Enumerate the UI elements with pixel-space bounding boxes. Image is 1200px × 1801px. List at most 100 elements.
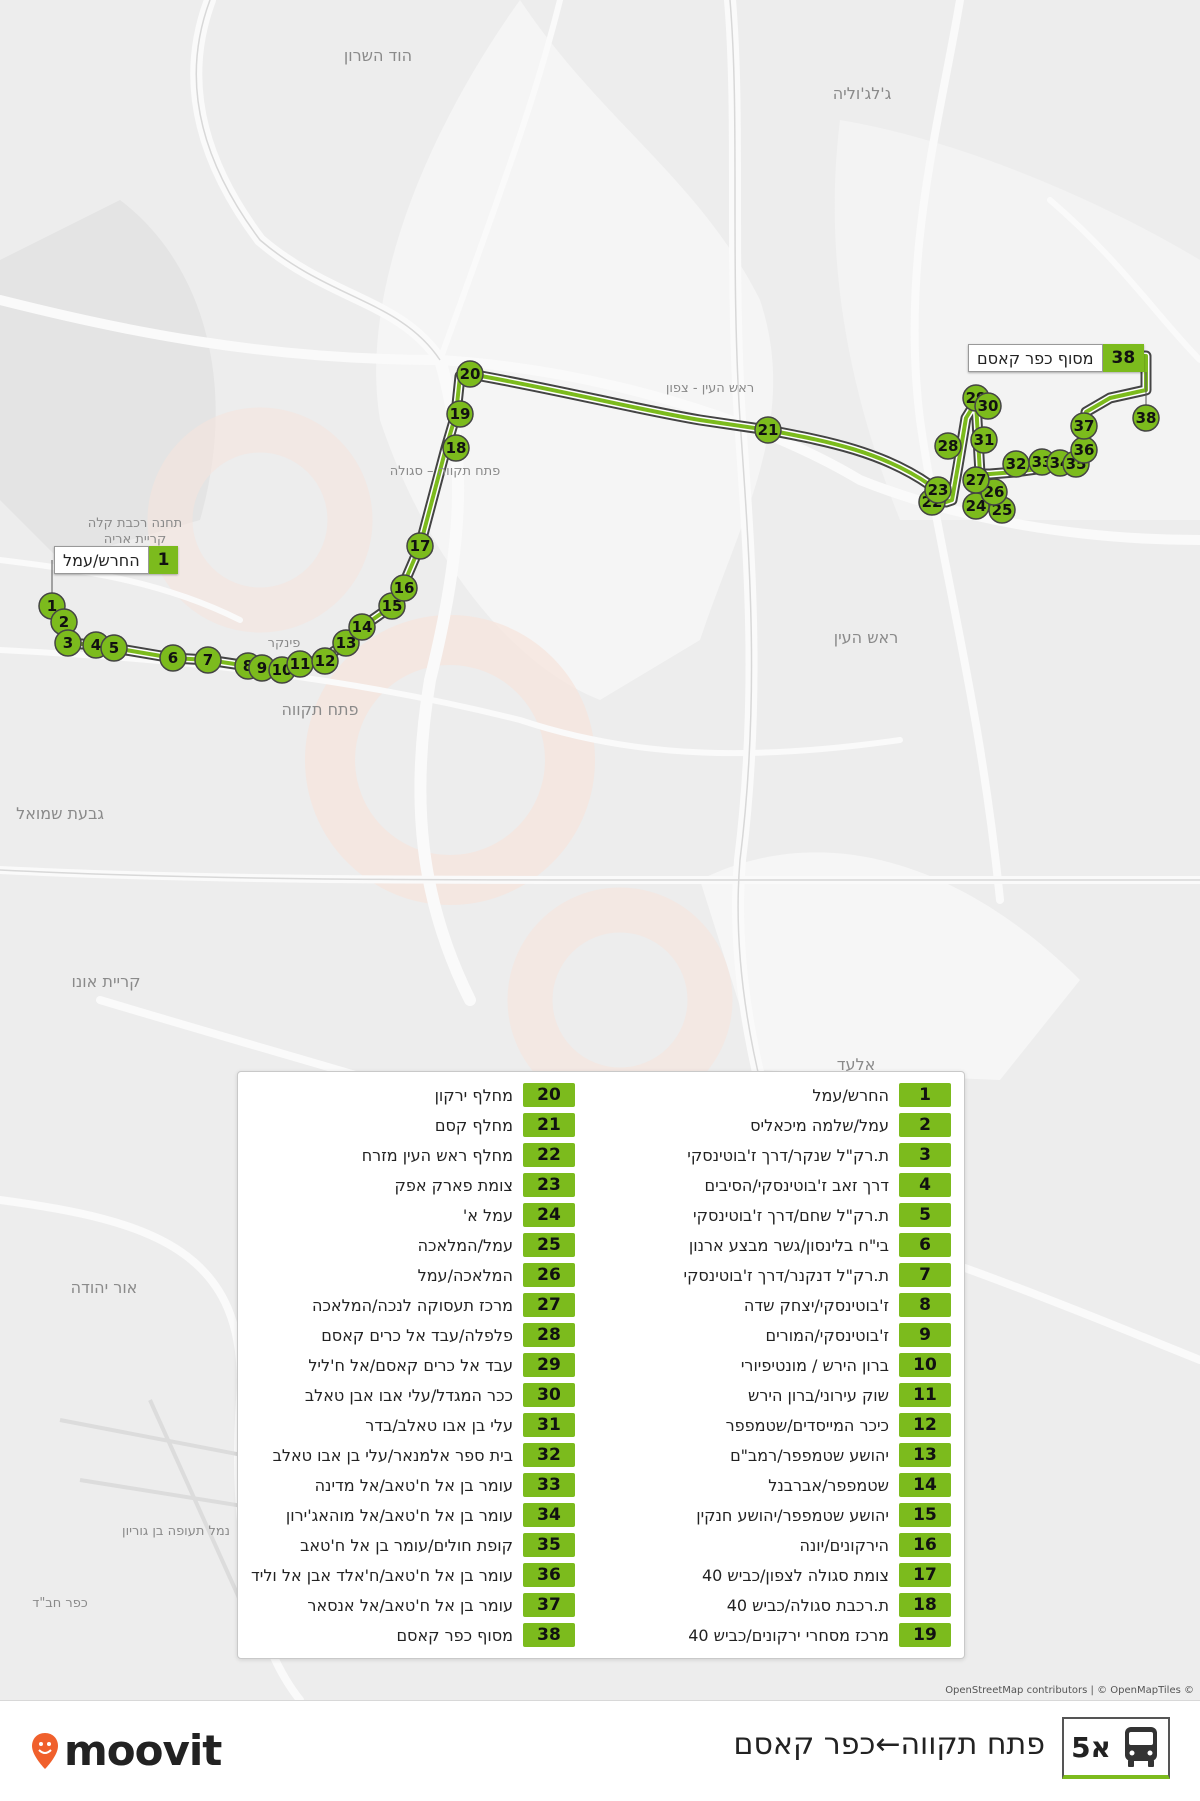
legend-stop-row[interactable]: 30 ככר המגדל/עלי אבו אבן טאלב bbox=[251, 1380, 575, 1410]
legend-stop-row[interactable]: 17 צומת סגולה לצפון/כביש 40 bbox=[683, 1560, 951, 1590]
legend-stop-row[interactable]: 8 ז'בוטינסקי/יצחק שדה bbox=[683, 1290, 951, 1320]
stop-name: עמל/המלאכה bbox=[417, 1235, 513, 1255]
legend-stop-row[interactable]: 9 ז'בוטינסקי/המורים bbox=[683, 1320, 951, 1350]
legend-stop-row[interactable]: 27 מרכז תעסוקה לנכה/המלאכה bbox=[251, 1290, 575, 1320]
place-label: אלעד bbox=[836, 1055, 876, 1074]
stop-marker[interactable] bbox=[311, 647, 339, 675]
stop-marker[interactable] bbox=[1070, 412, 1098, 440]
stop-marker[interactable] bbox=[159, 644, 187, 672]
stop-marker[interactable] bbox=[962, 466, 990, 494]
stop-number-badge: 8 bbox=[899, 1293, 951, 1317]
map-attribution[interactable]: OpenStreetMap contributors | © OpenMapTi… bbox=[945, 1685, 1194, 1696]
stop-number-badge: 35 bbox=[522, 1533, 575, 1557]
stop-marker-number: 16 bbox=[394, 579, 415, 597]
legend-stop-row[interactable]: 10 ברון הירש / מונטיפיורי bbox=[683, 1350, 951, 1380]
legend-stop-row[interactable]: 22 מחלף ראש העין מזרח bbox=[251, 1140, 575, 1170]
legend-stop-row[interactable]: 23 צומת פארק אפק bbox=[251, 1170, 575, 1200]
stop-number-badge: 25 bbox=[522, 1233, 575, 1257]
stop-name: עומר בן אל ח'טאב/ח'אלד אבן אל וליד bbox=[251, 1565, 513, 1585]
stop-marker-number: 23 bbox=[928, 481, 949, 499]
stop-marker[interactable] bbox=[1132, 404, 1160, 432]
stop-marker[interactable] bbox=[974, 392, 1002, 420]
stop-number-badge: 37 bbox=[522, 1593, 575, 1617]
legend-stop-row[interactable]: 15 יהושע שטמפפר/יהושע חנקין bbox=[683, 1500, 951, 1530]
legend-stop-row[interactable]: 5 ת.רק"ל שחם/דרך ז'בוטינסקי bbox=[683, 1200, 951, 1230]
stop-marker-number: 6 bbox=[168, 649, 178, 667]
stop-marker[interactable] bbox=[406, 532, 434, 560]
legend-stop-row[interactable]: 26 המלאכה/עמל bbox=[251, 1260, 575, 1290]
legend-stop-row[interactable]: 14 שטמפפר/אברבנל bbox=[683, 1470, 951, 1500]
stop-marker-number: 38 bbox=[1136, 409, 1157, 427]
legend-stop-row[interactable]: 18 ת.רכבת סגולה/כביש 40 bbox=[683, 1590, 951, 1620]
stop-name: עומר בן אל ח'טאב/אל אנסאר bbox=[307, 1595, 513, 1615]
stop-marker[interactable] bbox=[348, 613, 376, 641]
route-end-name: מסוף כפר קאסם bbox=[968, 344, 1103, 372]
legend-stop-row[interactable]: 24 עמל א' bbox=[251, 1200, 575, 1230]
legend-stop-row[interactable]: 7 ת.רק"ל דנקנר/דרך ז'בוטינסקי bbox=[683, 1260, 951, 1290]
stop-name: הירקונים/יונה bbox=[799, 1535, 889, 1555]
stop-marker[interactable] bbox=[754, 416, 782, 444]
moovit-logo[interactable]: moovit bbox=[30, 1729, 222, 1773]
route-end-label[interactable]: 38 מסוף כפר קאסם bbox=[968, 344, 1145, 372]
place-label: פינקר bbox=[267, 636, 301, 651]
legend-stop-row[interactable]: 6 בי"ח בלינסון/גשר מבצע ארנון bbox=[683, 1230, 951, 1260]
stop-marker-number: 28 bbox=[938, 437, 959, 455]
legend-stop-row[interactable]: 32 בית ספר אלמנאר/עלי בן אבו טאלב bbox=[251, 1440, 575, 1470]
stop-marker-number: 27 bbox=[966, 471, 987, 489]
legend-stop-row[interactable]: 2 עמל/שלמה מיכאליס bbox=[683, 1110, 951, 1140]
stop-marker-number: 18 bbox=[446, 439, 467, 457]
stop-number-badge: 36 bbox=[522, 1563, 575, 1587]
legend-stop-row[interactable]: 25 עמל/המלאכה bbox=[251, 1230, 575, 1260]
legend-stop-row[interactable]: 38 מסוף כפר קאסם bbox=[251, 1620, 575, 1650]
bus-icon bbox=[1124, 1727, 1157, 1767]
stop-marker[interactable] bbox=[194, 646, 222, 674]
stop-marker[interactable] bbox=[390, 574, 418, 602]
stop-number-badge: 21 bbox=[522, 1113, 575, 1137]
stop-marker[interactable] bbox=[456, 360, 484, 388]
stop-markers: 1234567891011121314151617181920212223242… bbox=[38, 360, 1160, 684]
stop-name: ז'בוטינסקי/המורים bbox=[765, 1325, 889, 1345]
stop-number-badge: 26 bbox=[522, 1263, 575, 1287]
stop-marker[interactable] bbox=[54, 629, 82, 657]
stop-name: מרכז תעסוקה לנכה/המלאכה bbox=[312, 1295, 513, 1315]
legend-stop-row[interactable]: 33 עומר בן אל ח'טאב/אל מדינה bbox=[251, 1470, 575, 1500]
legend-stop-row[interactable]: 28 פלפלה/עבד אל כרים קאסם bbox=[251, 1320, 575, 1350]
stop-marker[interactable] bbox=[924, 476, 952, 504]
legend-column-left: 20 מחלף ירקון 21 מחלף קסם 22 מחלף ראש העין מז… bbox=[251, 1080, 575, 1650]
stop-marker[interactable] bbox=[970, 426, 998, 454]
legend-stop-row[interactable]: 12 כיכר המייסדים/שטמפפר bbox=[683, 1410, 951, 1440]
stop-number-badge: 20 bbox=[522, 1083, 575, 1107]
stop-number-badge: 34 bbox=[522, 1503, 575, 1527]
stop-name: שוק עירוני/ברון הירש bbox=[748, 1385, 889, 1405]
stop-marker[interactable] bbox=[442, 434, 470, 462]
legend-stop-row[interactable]: 13 יהושע שטמפפר/רמב"ם bbox=[683, 1440, 951, 1470]
legend-stop-row[interactable]: 1 החרש/עמל bbox=[683, 1080, 951, 1110]
route-start-label[interactable]: 1 החרש/עמל bbox=[54, 546, 179, 574]
stop-marker[interactable] bbox=[446, 400, 474, 428]
stop-name: כיכר המייסדים/שטמפפר bbox=[725, 1415, 889, 1435]
legend-stop-row[interactable]: 37 עומר בן אל ח'טאב/אל אנסאר bbox=[251, 1590, 575, 1620]
stop-marker-number: 19 bbox=[450, 405, 471, 423]
stop-marker-number: 32 bbox=[1006, 455, 1027, 473]
legend-stop-row[interactable]: 3 ת.רק"ל שנקר/דרך ז'בוטינסקי bbox=[683, 1140, 951, 1170]
stop-name: מרכז מסחרי ירקונים/כביש 40 bbox=[688, 1625, 889, 1645]
legend-stop-row[interactable]: 36 עומר בן אל ח'טאב/ח'אלד אבן אל וליד bbox=[251, 1560, 575, 1590]
place-label: גבעת שמואל bbox=[16, 804, 104, 823]
route-start-name: החרש/עמל bbox=[54, 546, 149, 574]
legend-stop-row[interactable]: 19 מרכז מסחרי ירקונים/כביש 40 bbox=[683, 1620, 951, 1650]
legend-stop-row[interactable]: 35 קופת חולים/עומר בן אל ח'טאב bbox=[251, 1530, 575, 1560]
legend-stop-row[interactable]: 11 שוק עירוני/ברון הירש bbox=[683, 1380, 951, 1410]
stop-marker[interactable] bbox=[100, 634, 128, 662]
legend-stop-row[interactable]: 16 הירקונים/יונה bbox=[683, 1530, 951, 1560]
stop-marker[interactable] bbox=[934, 432, 962, 460]
legend-stop-row[interactable]: 21 מחלף קסם bbox=[251, 1110, 575, 1140]
legend-stop-row[interactable]: 4 דרך זאב ז'בוטינסקי/הסיבים bbox=[683, 1170, 951, 1200]
route-badge[interactable]: 5א bbox=[1062, 1717, 1170, 1779]
legend-stop-row[interactable]: 34 עומר בן אל ח'טאב/אל מוהאג'ירון bbox=[251, 1500, 575, 1530]
stop-number-badge: 2 bbox=[899, 1113, 951, 1137]
stop-name: עמל/שלמה מיכאליס bbox=[750, 1115, 889, 1135]
legend-stop-row[interactable]: 29 עבד אל כרים קאסם/אל ח'ליל bbox=[251, 1350, 575, 1380]
stop-name: ככר המגדל/עלי אבו אבן טאלב bbox=[304, 1385, 513, 1405]
legend-stop-row[interactable]: 31 עלי בן אבו טאלב/בדר bbox=[251, 1410, 575, 1440]
legend-stop-row[interactable]: 20 מחלף ירקון bbox=[251, 1080, 575, 1110]
